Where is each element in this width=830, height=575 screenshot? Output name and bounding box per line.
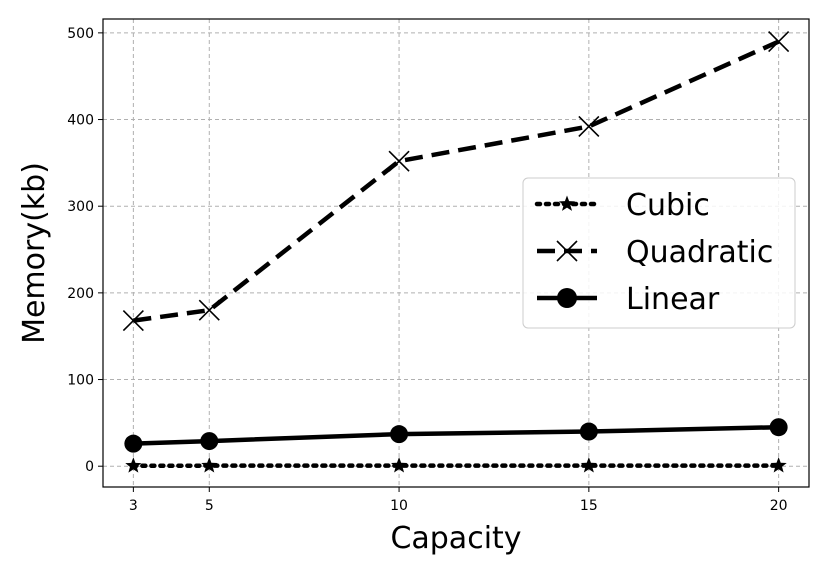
legend-marker — [556, 240, 578, 262]
y-tick-label: 100 — [67, 373, 94, 389]
legend-label: Cubic — [626, 188, 710, 223]
data-point — [200, 432, 219, 451]
legend-entry-linear: Linear — [537, 282, 720, 317]
series-linear — [124, 418, 788, 453]
data-point — [198, 299, 220, 321]
x-axis-ticks: 3 5 10 15 20 — [129, 487, 788, 514]
data-point — [124, 434, 143, 453]
data-point — [770, 457, 787, 473]
series-layer — [122, 30, 790, 473]
y-tick-label: 300 — [67, 199, 94, 215]
legend-label: Linear — [626, 282, 720, 317]
y-tick-label: 200 — [67, 286, 94, 302]
y-tick-label: 400 — [67, 113, 94, 129]
legend-label: Quadratic — [626, 235, 773, 270]
series-quadratic — [122, 30, 790, 332]
legend: Cubic Quadratic Linear — [522, 177, 796, 329]
data-point — [578, 115, 600, 138]
y-axis-label: Memory(kb) — [17, 162, 52, 344]
data-point — [201, 457, 218, 473]
x-tick-label: 20 — [770, 498, 788, 514]
plot-frame — [102, 18, 810, 488]
data-point — [768, 30, 790, 53]
data-point — [580, 457, 597, 473]
y-axis-ticks: 0 100 200 300 400 500 — [67, 26, 103, 475]
y-tick-label: 500 — [67, 26, 94, 42]
data-point — [125, 457, 142, 473]
legend-entry-quadratic: Quadratic — [537, 235, 773, 270]
legend-box — [522, 177, 796, 329]
series-line — [133, 39, 780, 323]
x-tick-label: 5 — [205, 498, 214, 514]
legend-marker — [557, 288, 577, 308]
data-point — [769, 418, 788, 437]
data-point — [579, 422, 598, 441]
data-point — [390, 425, 409, 444]
x-tick-label: 3 — [129, 498, 138, 514]
legend-marker — [558, 195, 576, 211]
series-cubic — [125, 457, 787, 473]
y-tick-label: 0 — [85, 459, 94, 475]
x-tick-label: 15 — [580, 498, 598, 514]
legend-entry-cubic: Cubic — [534, 188, 710, 223]
data-point — [122, 310, 144, 332]
data-point — [390, 457, 408, 473]
x-axis-label: Capacity — [390, 521, 521, 556]
x-tick-label: 10 — [390, 498, 408, 514]
data-point — [388, 150, 410, 172]
